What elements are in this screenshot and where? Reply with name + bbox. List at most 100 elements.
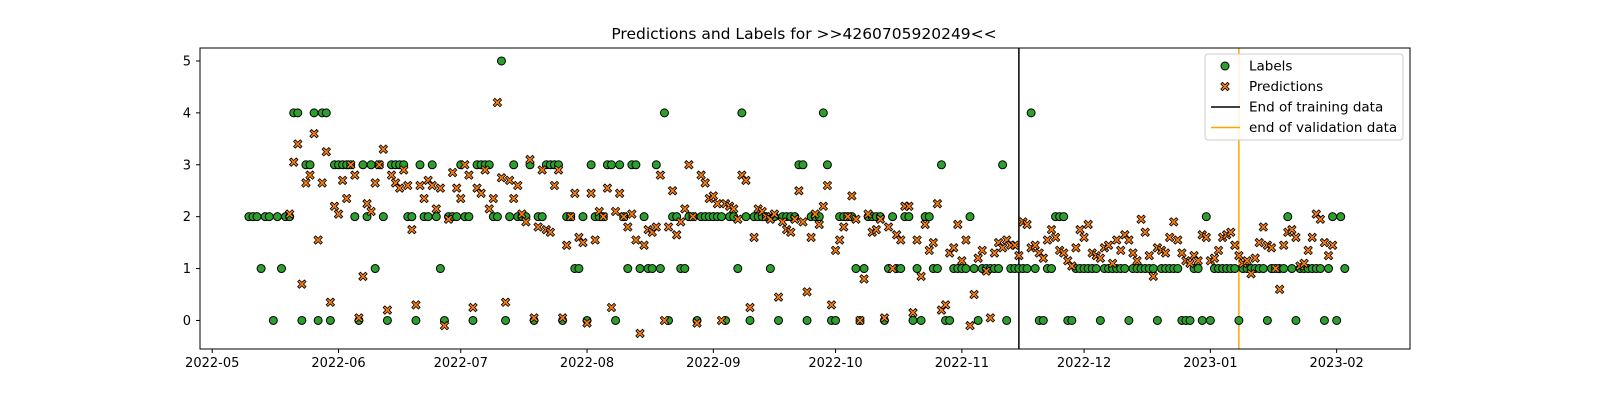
prediction-point (627, 209, 637, 219)
x-tick-label: 2022-08 (560, 356, 614, 371)
prediction-point (557, 313, 568, 323)
prediction-point (700, 178, 710, 188)
label-point (1046, 264, 1056, 274)
label-point (908, 315, 918, 325)
prediction-point (525, 154, 535, 165)
label-point (912, 264, 922, 274)
prediction-point (354, 313, 364, 323)
label-point (818, 108, 828, 118)
label-point (427, 160, 437, 170)
prediction-point (333, 209, 344, 219)
prediction-point (688, 211, 698, 222)
prediction-point (370, 178, 380, 188)
label-point (1002, 315, 1012, 325)
prediction-point (341, 193, 352, 204)
label-point (268, 315, 278, 325)
label-point (321, 108, 331, 118)
prediction-point (1111, 235, 1122, 245)
prediction-point (675, 217, 686, 227)
prediction-point (398, 165, 409, 175)
prediction-point (614, 188, 625, 199)
label-point (798, 160, 808, 170)
prediction-point (887, 263, 898, 274)
prediction-point (386, 170, 397, 180)
prediction-point (590, 235, 600, 245)
legend-labels-marker (1220, 61, 1230, 71)
prediction-point (1242, 256, 1252, 266)
prediction-point (455, 193, 466, 204)
prediction-point (1075, 224, 1085, 235)
x-tick-label: 2022-09 (686, 356, 740, 371)
prediction-point (443, 214, 454, 225)
y-tick-label: 4 (183, 106, 191, 121)
label-point (435, 264, 445, 274)
prediction-point (1254, 237, 1265, 248)
prediction-point (427, 180, 437, 191)
prediction-point (985, 313, 996, 323)
prediction-point (623, 222, 633, 232)
prediction-point (362, 198, 372, 209)
prediction-point (635, 328, 645, 339)
prediction-point (1124, 235, 1134, 245)
prediction-point (447, 167, 458, 178)
label-point (309, 108, 319, 118)
prediction-point (1168, 217, 1179, 227)
prediction-point (1140, 227, 1150, 237)
prediction-point (745, 302, 755, 313)
label-point (1148, 264, 1158, 274)
label-point (276, 264, 286, 274)
label-point (1340, 264, 1350, 274)
prediction-point (1258, 222, 1269, 232)
legend-box (1204, 53, 1404, 141)
prediction-point (1107, 258, 1118, 269)
prediction-point (1201, 232, 1212, 243)
x-tick-label: 2023-01 (1183, 356, 1237, 371)
prediction-point (403, 180, 413, 191)
prediction-point (1173, 235, 1183, 245)
prediction-point (565, 211, 576, 222)
prediction-point (394, 183, 405, 193)
label-point (509, 160, 519, 170)
label-point (936, 160, 946, 170)
label-point (1336, 212, 1346, 222)
prediction-point (1038, 253, 1049, 263)
label-point (1262, 315, 1272, 325)
label-point (1332, 315, 1342, 325)
label-point (651, 160, 661, 170)
prediction-point (810, 209, 820, 219)
legend-predictions-marker (1220, 81, 1230, 92)
prediction-point (1067, 261, 1077, 271)
prediction-point (1128, 248, 1138, 258)
prediction-point (773, 292, 784, 302)
label-point (501, 315, 511, 325)
label-point (615, 160, 625, 170)
x-tick-label: 2022-06 (311, 356, 365, 371)
label-point (859, 264, 869, 274)
label-point (1205, 315, 1215, 325)
prediction-point (586, 188, 596, 199)
prediction-point (1042, 235, 1053, 245)
label-point (969, 264, 979, 274)
prediction-point (977, 245, 987, 256)
prediction-point (578, 237, 588, 248)
label-point (464, 212, 474, 222)
label-point (831, 315, 841, 325)
prediction-point (1287, 224, 1297, 235)
label-point (606, 160, 616, 170)
label-point (578, 212, 588, 222)
prediction-point (883, 222, 894, 232)
prediction-point (912, 235, 922, 245)
prediction-point (802, 287, 812, 297)
label-point (505, 212, 515, 222)
prediction-point (1058, 248, 1069, 258)
prediction-point (1250, 253, 1260, 263)
prediction-point (895, 235, 906, 245)
legend-labels-text: Labels (1249, 59, 1292, 75)
prediction-point (435, 183, 446, 193)
prediction-point (1160, 248, 1171, 258)
label-point (1328, 212, 1338, 222)
label-point (639, 212, 649, 222)
label-point (1173, 264, 1183, 274)
prediction-point (855, 315, 865, 326)
